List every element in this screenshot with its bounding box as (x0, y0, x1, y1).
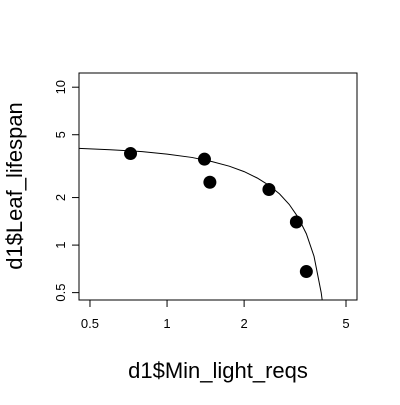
y-tick-label: 0.5 (53, 284, 68, 302)
point (203, 175, 217, 189)
y-tick-label: 2 (53, 194, 68, 201)
fit-curve (79, 147, 323, 300)
point (262, 182, 276, 196)
x-tick-label: 5 (342, 316, 349, 331)
x-tick-label: 0.5 (81, 316, 99, 331)
y-tick-label: 1 (53, 241, 68, 248)
point (197, 152, 211, 166)
point (124, 147, 138, 161)
x-tick-label: 1 (163, 316, 170, 331)
plot-box (78, 72, 358, 301)
y-tick-label: 10 (53, 80, 68, 94)
y-tick-label: 5 (53, 131, 68, 138)
point (299, 265, 313, 279)
x-tick-label: 2 (241, 316, 248, 331)
y-axis-label: d1$Leaf_lifespan (2, 102, 27, 270)
x-axis-label: d1$Min_light_reqs (128, 358, 308, 383)
point (289, 215, 303, 229)
